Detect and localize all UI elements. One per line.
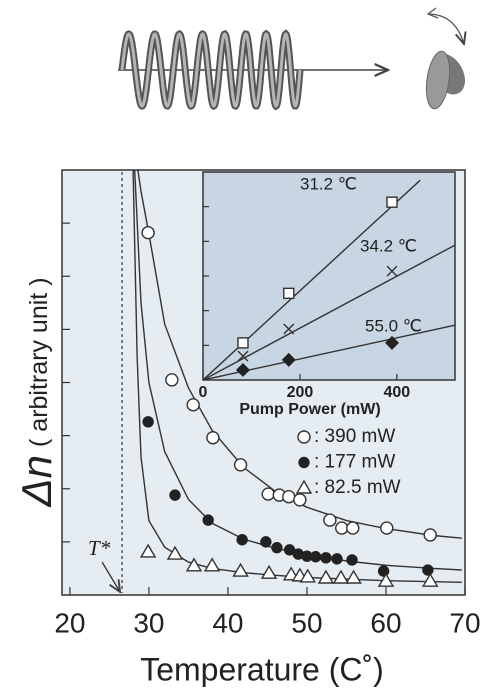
point <box>317 569 335 584</box>
rotation-arrow-tail <box>426 7 439 19</box>
x-tick-label: 70 <box>449 607 480 638</box>
point <box>299 568 316 583</box>
point <box>345 569 362 584</box>
fit-curve <box>132 170 462 583</box>
point <box>346 554 358 566</box>
plot-area <box>202 171 456 381</box>
legend-marker <box>295 479 313 494</box>
point <box>237 350 249 362</box>
point <box>293 493 307 507</box>
legend-label: : 177 mW <box>314 452 395 473</box>
inset-series-label: 34.2 ℃ <box>360 236 417 255</box>
x-tick-label: 0 <box>199 384 208 401</box>
point <box>283 323 295 335</box>
point <box>206 431 220 445</box>
molecule-front <box>425 50 451 110</box>
point <box>386 265 398 277</box>
point <box>386 196 398 208</box>
point <box>202 514 214 526</box>
point <box>282 490 296 504</box>
point <box>422 564 434 576</box>
legend-label: : 390 mW <box>314 426 395 447</box>
point <box>260 536 272 548</box>
x-tick-label: 30 <box>133 607 164 638</box>
point <box>346 521 360 535</box>
inset-series-label: 31.2 ℃ <box>300 174 357 193</box>
point <box>186 398 200 412</box>
point <box>283 287 295 300</box>
point <box>139 543 157 558</box>
point <box>422 572 439 587</box>
point <box>169 489 181 501</box>
point <box>233 458 248 472</box>
x-tick-label: 40 <box>212 607 243 638</box>
legend-marker <box>297 430 311 444</box>
x-axis-label: Temperature (C˚) <box>140 651 384 687</box>
legend-label: : 82.5 mW <box>314 477 401 498</box>
point <box>331 553 343 565</box>
point <box>332 569 350 584</box>
x-tick-label: 200 <box>287 384 314 401</box>
point <box>165 373 179 387</box>
legend-marker <box>298 456 310 469</box>
point <box>232 562 249 577</box>
inset-x-label: Pump Power (mW) <box>239 401 380 418</box>
inset-series-label: 55.0 ℃ <box>365 316 422 335</box>
y-label-symbol: Δn <box>13 455 60 508</box>
point <box>236 534 248 546</box>
point <box>335 521 349 535</box>
point <box>261 487 275 501</box>
point <box>309 551 322 563</box>
x-tick-label: 20 <box>54 607 85 638</box>
t-star-arrow <box>101 561 120 592</box>
point <box>377 565 390 577</box>
x-tick-label: 50 <box>291 607 322 638</box>
x-tick-label: 60 <box>370 607 401 638</box>
point <box>323 513 337 527</box>
point <box>260 564 278 579</box>
point <box>380 521 394 535</box>
light-wave-inner <box>120 31 302 108</box>
rotation-arrow <box>427 13 464 44</box>
point <box>377 572 395 587</box>
point <box>203 557 221 572</box>
illustration <box>118 7 472 111</box>
point <box>320 552 332 564</box>
point <box>281 352 296 367</box>
point <box>385 335 399 350</box>
point <box>185 557 203 572</box>
y-label-unit: ( arbitrary unit ) <box>25 277 53 446</box>
t-star-label: T* <box>88 536 111 560</box>
point <box>271 542 283 554</box>
point <box>142 416 154 428</box>
x-tick-label: 400 <box>383 384 410 401</box>
point <box>237 337 249 349</box>
point <box>235 362 250 377</box>
y-axis-label: Δn ( arbitrary unit ) <box>13 277 60 507</box>
point <box>423 528 437 542</box>
point <box>166 545 184 560</box>
point <box>141 225 155 240</box>
